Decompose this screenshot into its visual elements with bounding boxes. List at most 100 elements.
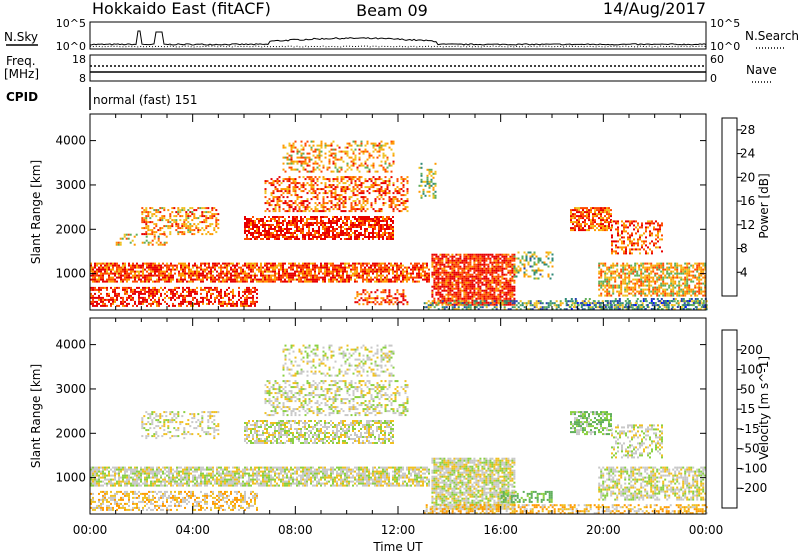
p-cell-9 [193, 215, 196, 218]
p-cell-8 [304, 144, 307, 147]
p-cell-1 [246, 296, 248, 299]
p-cell-0 [112, 278, 114, 281]
p-cell-7 [294, 180, 297, 183]
p-cell-3 [457, 271, 460, 274]
p-cell-6 [372, 218, 374, 220]
p-cell-7 [332, 188, 335, 191]
p-cell-7 [304, 178, 307, 181]
p-cell-5 [477, 304, 480, 307]
p-cell-6 [316, 220, 318, 222]
p-cell-7 [272, 200, 275, 203]
p-cell-7 [278, 204, 281, 207]
p-cell-3 [451, 257, 454, 260]
p-cell-3 [435, 253, 438, 256]
p-cell-7 [404, 206, 407, 209]
p-cell-6 [392, 226, 394, 228]
p-cell-7 [340, 186, 343, 189]
p-cell-0 [190, 272, 192, 275]
p-cell-7 [322, 204, 325, 207]
p-cell-8 [352, 140, 355, 143]
p-cell-5 [461, 304, 464, 307]
p-cell-0 [230, 266, 232, 269]
p-cell-5 [703, 304, 706, 307]
p-cell-3 [463, 293, 466, 296]
p-cell-3 [509, 263, 512, 266]
p-cell-6 [332, 222, 334, 224]
p-cell-9 [203, 229, 206, 232]
p-cell-6 [294, 224, 296, 226]
p-cell-7 [334, 206, 337, 209]
p-cell-0 [276, 276, 278, 279]
p-cell-2 [396, 299, 399, 302]
p-cell-0 [352, 264, 354, 267]
p-cell-7 [374, 178, 377, 181]
p-cell-3 [501, 295, 504, 298]
p-cell-8 [310, 146, 313, 149]
p-cell-3 [481, 259, 484, 262]
p-cell-0 [400, 266, 402, 269]
p-cell-0 [386, 270, 388, 273]
p-cell-1 [210, 292, 212, 295]
p-cell-5 [473, 302, 476, 305]
p-cell-0 [332, 264, 334, 267]
p-cell-0 [102, 268, 104, 271]
p-cell-0 [370, 266, 372, 269]
p-cell-7 [284, 200, 287, 203]
p-cell-9 [171, 223, 174, 226]
p-cell-0 [392, 264, 394, 267]
p-cell-6 [358, 224, 360, 226]
p-cell-3 [489, 285, 492, 288]
p-cell-7 [352, 194, 355, 197]
p-cell-3 [485, 259, 488, 262]
p-cell-6 [358, 226, 360, 228]
p-cell-0 [166, 280, 168, 283]
p-cell-1 [142, 300, 144, 303]
p-cell-0 [220, 268, 222, 271]
p-cell-5 [559, 300, 562, 303]
p-cell-0 [282, 276, 284, 279]
p-cell-3 [487, 263, 490, 266]
p-cell-0 [308, 274, 310, 277]
p-cell-7 [390, 198, 393, 201]
p-cell-8 [320, 140, 323, 143]
p-cell-1 [184, 294, 186, 297]
p-cell-0 [286, 280, 288, 283]
p-cell-3 [457, 279, 460, 282]
p-cell-0 [362, 264, 364, 267]
p-cell-7 [402, 194, 405, 197]
p-cell-7 [302, 184, 305, 187]
p-cell-8 [382, 166, 385, 169]
p-cell-9 [205, 211, 208, 214]
p-cell-6 [346, 228, 348, 230]
p-cell-6 [274, 218, 276, 220]
p-cell-0 [118, 272, 120, 275]
p-cell-4 [547, 257, 550, 260]
p-cell-7 [390, 204, 393, 207]
p-cell-0 [262, 278, 264, 281]
p-cell-7 [318, 188, 321, 191]
nsky-tick-bottom: 10^0 [56, 40, 86, 53]
p-cell-0 [312, 268, 314, 271]
p-cell-3 [509, 289, 512, 292]
p-cell-7 [352, 178, 355, 181]
p-cell-0 [344, 264, 346, 267]
p-cell-7 [276, 190, 279, 193]
p-cell-6 [392, 236, 394, 238]
p-cell-3 [481, 277, 484, 280]
p-cell-7 [286, 210, 289, 213]
p-cell-5 [523, 306, 526, 309]
p-cell-8 [352, 160, 355, 163]
p-cell-1 [230, 290, 232, 293]
p-cell-1 [116, 296, 118, 299]
p-cell-1 [150, 304, 152, 307]
p-cell-0 [366, 280, 368, 283]
p-cell-0 [416, 280, 418, 283]
p-cell-1 [90, 288, 92, 291]
p-cell-9 [181, 215, 184, 218]
p-cell-7 [354, 204, 357, 207]
p-cell-3 [447, 271, 450, 274]
p-cell-6 [386, 236, 388, 238]
p-cell-0 [122, 270, 124, 273]
p-cell-0 [126, 274, 128, 277]
p-cell-6 [366, 228, 368, 230]
